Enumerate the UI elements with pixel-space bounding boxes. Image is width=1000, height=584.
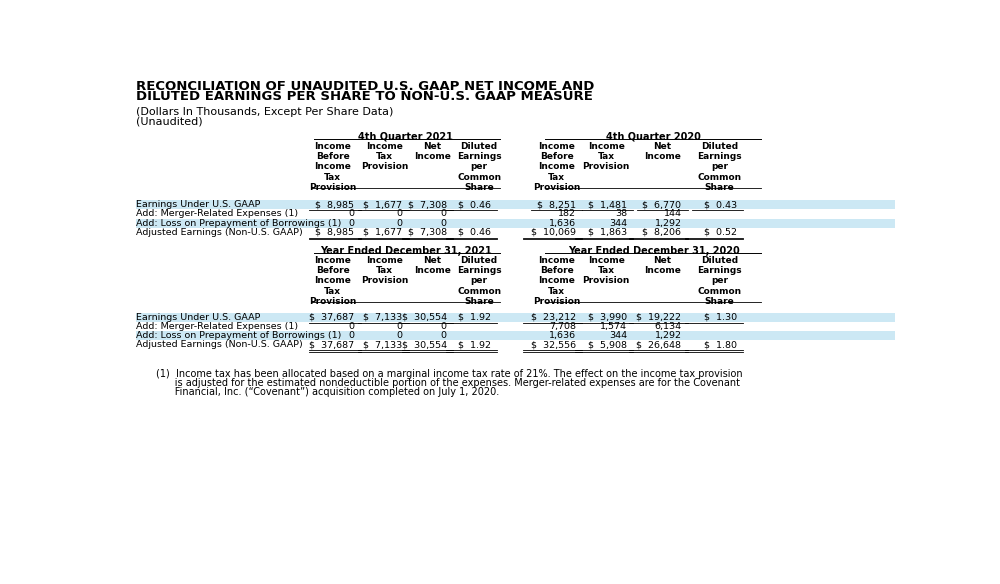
- Text: $  0.46: $ 0.46: [458, 228, 491, 237]
- Text: Net
Income: Net Income: [644, 256, 681, 275]
- Text: $  0.43: $ 0.43: [704, 200, 737, 209]
- Text: $  1,677: $ 1,677: [363, 228, 402, 237]
- Text: Year Ended December 31, 2020: Year Ended December 31, 2020: [568, 246, 739, 256]
- Text: 0: 0: [348, 218, 354, 228]
- Text: 344: 344: [609, 331, 627, 340]
- Text: Add: Loss on Prepayment of Borrowings (1): Add: Loss on Prepayment of Borrowings (1…: [136, 218, 341, 228]
- Text: $  7,308: $ 7,308: [408, 228, 447, 237]
- Text: 0: 0: [441, 218, 447, 228]
- Text: Income
Tax
Provision: Income Tax Provision: [583, 256, 630, 286]
- Text: Year Ended December 31, 2021: Year Ended December 31, 2021: [320, 246, 491, 256]
- Text: 1,292: 1,292: [654, 218, 681, 228]
- Text: Financial, Inc. (“Covenant”) acquisition completed on July 1, 2020.: Financial, Inc. (“Covenant”) acquisition…: [156, 387, 499, 397]
- Text: 344: 344: [609, 218, 627, 228]
- Text: $  8,985: $ 8,985: [315, 228, 354, 237]
- Text: Add: Merger-Related Expenses (1): Add: Merger-Related Expenses (1): [136, 210, 298, 218]
- Text: $  1.30: $ 1.30: [704, 312, 737, 322]
- Text: Add: Merger-Related Expenses (1): Add: Merger-Related Expenses (1): [136, 322, 298, 331]
- Text: Net
Income: Net Income: [414, 256, 451, 275]
- Text: (1)  Income tax has been allocated based on a marginal income tax rate of 21%. T: (1) Income tax has been allocated based …: [156, 369, 743, 379]
- Text: (Dollars In Thousands, Except Per Share Data): (Dollars In Thousands, Except Per Share …: [136, 107, 393, 117]
- Text: Add: Loss on Prepayment of Borrowings (1): Add: Loss on Prepayment of Borrowings (1…: [136, 331, 341, 340]
- Text: $  23,212: $ 23,212: [531, 312, 576, 322]
- Text: 0: 0: [396, 331, 402, 340]
- Text: 144: 144: [663, 210, 681, 218]
- Text: Adjusted Earnings (Non-U.S. GAAP): Adjusted Earnings (Non-U.S. GAAP): [136, 340, 303, 349]
- Text: $  37,687: $ 37,687: [309, 340, 354, 349]
- Text: $  7,308: $ 7,308: [408, 200, 447, 209]
- Text: 4th Quarter 2020: 4th Quarter 2020: [606, 131, 701, 142]
- Text: 1,292: 1,292: [654, 331, 681, 340]
- Bar: [136, 218, 895, 228]
- Text: Net
Income: Net Income: [644, 142, 681, 161]
- Text: 0: 0: [348, 210, 354, 218]
- Text: Income
Tax
Provision: Income Tax Provision: [361, 256, 408, 286]
- Text: 6,134: 6,134: [654, 322, 681, 331]
- Text: $  1.80: $ 1.80: [704, 340, 737, 349]
- Text: Adjusted Earnings (Non-U.S. GAAP): Adjusted Earnings (Non-U.S. GAAP): [136, 228, 303, 237]
- Text: $  1.92: $ 1.92: [458, 340, 491, 349]
- Text: 0: 0: [396, 210, 402, 218]
- Text: 7,708: 7,708: [549, 322, 576, 331]
- Text: $  7,133: $ 7,133: [363, 312, 402, 322]
- Bar: [136, 331, 895, 340]
- Text: Diluted
Earnings
per
Common
Share: Diluted Earnings per Common Share: [457, 256, 501, 306]
- Bar: [136, 200, 895, 210]
- Text: 0: 0: [441, 331, 447, 340]
- Text: $  6,770: $ 6,770: [642, 200, 681, 209]
- Text: Income
Before
Income
Tax
Provision: Income Before Income Tax Provision: [309, 142, 356, 192]
- Text: $  5,908: $ 5,908: [588, 340, 627, 349]
- Text: $  10,069: $ 10,069: [531, 228, 576, 237]
- Text: Income
Tax
Provision: Income Tax Provision: [361, 142, 408, 172]
- Text: (Unaudited): (Unaudited): [136, 116, 202, 126]
- Text: 0: 0: [441, 322, 447, 331]
- Text: is adjusted for the estimated nondeductible portion of the expenses. Merger-rela: is adjusted for the estimated nondeducti…: [156, 378, 740, 388]
- Text: DILUTED EARNINGS PER SHARE TO NON-U.S. GAAP MEASURE: DILUTED EARNINGS PER SHARE TO NON-U.S. G…: [136, 90, 593, 103]
- Text: Income
Tax
Provision: Income Tax Provision: [583, 142, 630, 172]
- Text: $  37,687: $ 37,687: [309, 312, 354, 322]
- Text: $  1,677: $ 1,677: [363, 200, 402, 209]
- Text: $  30,554: $ 30,554: [402, 340, 447, 349]
- Text: 0: 0: [396, 218, 402, 228]
- Text: 1,636: 1,636: [549, 331, 576, 340]
- Text: 0: 0: [396, 322, 402, 331]
- Text: $  0.52: $ 0.52: [704, 228, 737, 237]
- Text: Diluted
Earnings
per
Common
Share: Diluted Earnings per Common Share: [697, 256, 742, 306]
- Text: $  0.46: $ 0.46: [458, 200, 491, 209]
- Text: $  7,133: $ 7,133: [363, 340, 402, 349]
- Bar: [136, 312, 895, 322]
- Text: Net
Income: Net Income: [414, 142, 451, 161]
- Text: Earnings Under U.S. GAAP: Earnings Under U.S. GAAP: [136, 200, 260, 209]
- Text: 1,636: 1,636: [549, 218, 576, 228]
- Text: 1,574: 1,574: [600, 322, 627, 331]
- Text: Diluted
Earnings
per
Common
Share: Diluted Earnings per Common Share: [457, 142, 501, 192]
- Text: 0: 0: [348, 331, 354, 340]
- Text: 38: 38: [615, 210, 627, 218]
- Text: $  8,985: $ 8,985: [315, 200, 354, 209]
- Text: $  3,990: $ 3,990: [588, 312, 627, 322]
- Text: Diluted
Earnings
per
Common
Share: Diluted Earnings per Common Share: [697, 142, 742, 192]
- Text: $  1.92: $ 1.92: [458, 312, 491, 322]
- Text: Income
Before
Income
Tax
Provision: Income Before Income Tax Provision: [533, 256, 580, 306]
- Text: 4th Quarter 2021: 4th Quarter 2021: [358, 131, 453, 142]
- Text: Income
Before
Income
Tax
Provision: Income Before Income Tax Provision: [533, 142, 580, 192]
- Text: $  8,206: $ 8,206: [642, 228, 681, 237]
- Text: 0: 0: [441, 210, 447, 218]
- Text: $  8,251: $ 8,251: [537, 200, 576, 209]
- Text: 0: 0: [348, 322, 354, 331]
- Text: RECONCILIATION OF UNAUDITED U.S. GAAP NET INCOME AND: RECONCILIATION OF UNAUDITED U.S. GAAP NE…: [136, 80, 594, 93]
- Text: $  1,863: $ 1,863: [588, 228, 627, 237]
- Text: Earnings Under U.S. GAAP: Earnings Under U.S. GAAP: [136, 312, 260, 322]
- Text: $  26,648: $ 26,648: [636, 340, 681, 349]
- Text: $  19,222: $ 19,222: [636, 312, 681, 322]
- Text: $  32,556: $ 32,556: [531, 340, 576, 349]
- Text: $  1,481: $ 1,481: [588, 200, 627, 209]
- Text: $  30,554: $ 30,554: [402, 312, 447, 322]
- Text: 182: 182: [558, 210, 576, 218]
- Text: Income
Before
Income
Tax
Provision: Income Before Income Tax Provision: [309, 256, 356, 306]
